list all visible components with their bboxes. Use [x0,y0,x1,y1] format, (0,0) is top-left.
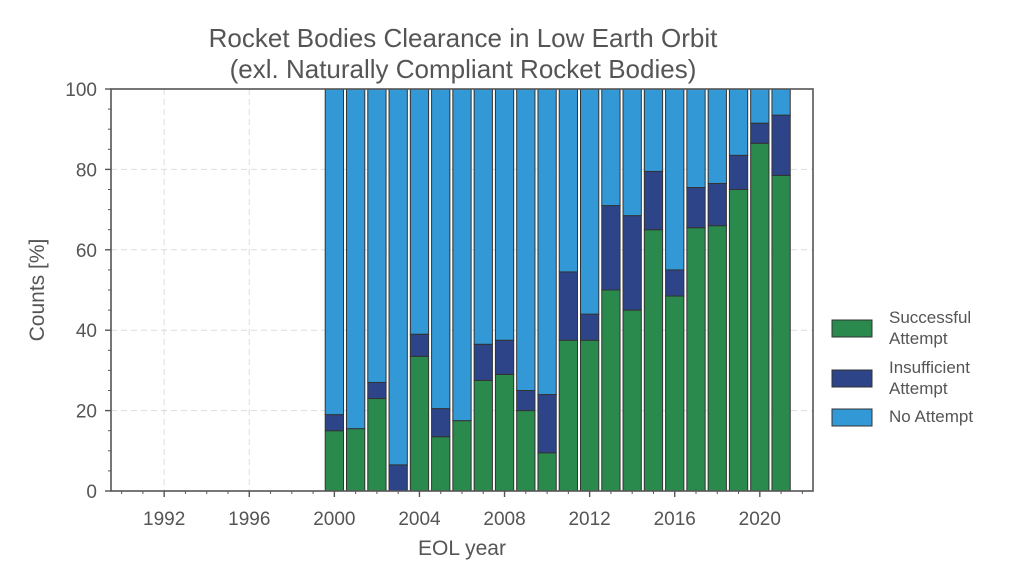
bar-segment [601,289,621,492]
bar-segment [324,414,345,432]
x-tick-label: 2008 [483,509,525,530]
y-tick-label: 40 [76,321,97,342]
bar-segment [324,430,345,492]
bar-segment [665,295,685,492]
bar-segment [537,394,557,454]
bar-segment [494,373,515,492]
bar-segment [431,88,451,410]
x-tick-label: 2016 [654,509,696,530]
bar-segment [771,88,791,116]
bar-segment [665,88,685,271]
legend-label: No Attempt [889,407,973,426]
x-tick-label: 2000 [313,509,355,530]
bar-segment [558,339,579,492]
bar-segment [516,410,536,492]
bar-segment [622,309,642,492]
bar-segment [728,189,749,492]
bar-segment [686,186,706,229]
y-axis-ticks: 0 20 40 60 80 100 [65,80,111,503]
y-tick-label: 60 [76,241,97,262]
legend: Successful Attempt Insufficient Attempt No A… [831,308,973,427]
bar-segment [728,154,749,190]
bar-segment [537,88,557,396]
legend-swatch [831,319,873,338]
bar-segment [686,88,706,188]
bar-segment [431,408,451,438]
y-tick-label: 100 [65,80,97,101]
bar-segment [345,428,366,492]
bar-segment [324,88,345,416]
bar-segment [707,225,727,492]
y-tick-label: 20 [76,402,97,423]
x-tick-label: 1996 [228,509,270,530]
bar-segment [686,227,706,492]
bar-segment [750,142,770,492]
bar-segment [409,333,430,357]
bar-segment [579,339,600,492]
bar-segment [707,182,727,227]
bar-segment [345,88,366,430]
bar-segment [579,313,600,341]
chart-title-line2: (exl. Naturally Compliant Rocket Bodies) [230,54,697,84]
legend-label: Insufficient [889,358,970,377]
bar-segment [622,88,642,217]
y-tick-label: 80 [76,160,97,181]
bar-segment [452,88,472,422]
bar-segment [388,88,408,466]
bar-segment [516,390,536,412]
x-tick-label: 2004 [398,509,441,530]
bar-segment [388,464,408,492]
bar-segment [537,452,557,492]
legend-label: Successful [889,308,971,327]
bar-segment [431,436,451,492]
y-axis-label: Counts [%] [26,239,49,342]
bar-segment [643,229,664,492]
bar-segment [728,88,749,156]
y-tick-label: 0 [86,482,97,503]
bar-segment [643,170,664,231]
bar-segment [452,420,472,492]
x-tick-label: 2012 [568,509,610,530]
bar-segment [516,88,536,391]
bar-segment [494,88,515,341]
bar-segment [558,88,579,273]
bar-segment [473,379,493,492]
x-axis-label: EOL year [418,537,506,560]
bar-segment [771,174,791,492]
x-tick-label: 1992 [143,509,185,530]
x-axis-ticks: 1992 1996 2000 2004 2008 2012 2016 2020 [121,491,803,530]
x-tick-label: 2020 [739,509,781,530]
bar-segment [707,88,727,184]
bar-segment [601,205,621,291]
bar-segment [367,381,387,400]
bar-segment [367,88,387,383]
bar-segment [409,355,430,492]
bar-segment [558,271,579,341]
legend-swatch [831,369,873,388]
chart-title-line1: Rocket Bodies Clearance in Low Earth Orb… [209,23,718,53]
bar-segment [367,398,387,492]
bar-segment [771,114,791,176]
bar-segment [643,88,664,172]
bar-segment [665,269,685,297]
bar-segment [409,88,430,335]
bars [324,88,791,492]
bar-segment [750,88,770,124]
bar-segment [494,339,515,375]
legend-label: Attempt [889,329,948,348]
bar-segment [601,88,621,207]
bar-segment [622,215,642,311]
bar-segment [579,88,600,315]
bar-segment [473,88,493,345]
legend-swatch [831,408,873,427]
bar-segment [750,122,770,144]
bar-segment [473,343,493,381]
legend-label: Attempt [889,379,948,398]
